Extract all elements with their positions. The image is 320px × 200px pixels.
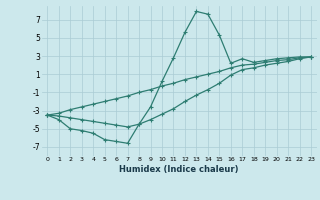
X-axis label: Humidex (Indice chaleur): Humidex (Indice chaleur) <box>119 165 239 174</box>
